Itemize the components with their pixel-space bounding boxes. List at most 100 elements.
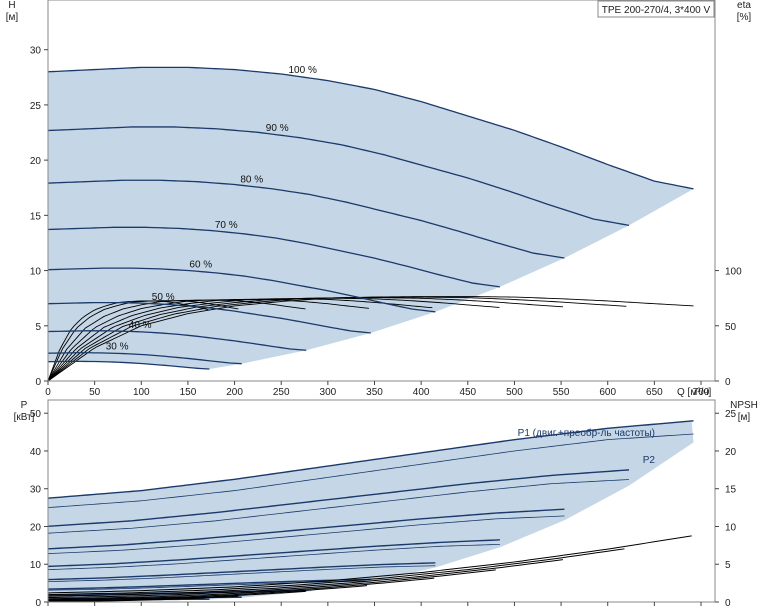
envelope-area [48, 67, 694, 369]
head-curve-1 [47, 126, 630, 226]
y-tick-label-6: 30 [30, 46, 42, 57]
efficiency-curves [47, 296, 694, 382]
npsh-curve-2 [47, 559, 564, 597]
y-tick-label-3: 15 [30, 211, 42, 222]
efficiency-curve-8 [47, 300, 209, 382]
bottom-y2-tick-label-3: 15 [725, 485, 737, 496]
x-tick-label-8: 400 [413, 387, 430, 398]
bottom-y2-tick-label-2: 10 [725, 522, 737, 533]
bottom-y2-tick-label-4: 20 [725, 447, 737, 458]
speed-label-5: 50 % [152, 292, 175, 303]
npsh-curve-4 [47, 577, 435, 600]
model-badge: TPE 200-270/4, 3*400 V [597, 0, 715, 18]
x-tick-label-9: 450 [459, 387, 476, 398]
bottom-y2-axis-name: NPSH [730, 400, 758, 411]
x-tick-label-11: 550 [553, 387, 570, 398]
x-tick-label-1: 50 [89, 387, 101, 398]
y-tick-label-4: 20 [30, 156, 42, 167]
p1-curve-5 [47, 578, 371, 590]
speed-label-3: 70 % [215, 220, 238, 231]
p2-curve-1 [47, 479, 630, 534]
y-tick-label-0: 0 [35, 377, 41, 388]
bottom-y-axis-unit: [кВт] [14, 412, 35, 423]
y-tick-label-1: 5 [35, 322, 41, 333]
p1-curve-2 [47, 508, 565, 550]
top-y2-axis-unit: [%] [737, 12, 752, 23]
model-label: TPE 200-270/4, 3*400 V [602, 5, 711, 16]
head-curve-8 [47, 360, 210, 370]
head-curve-7 [47, 352, 242, 365]
x-axis-label: Q [м³/ч] [677, 387, 712, 398]
p2-curve-4 [47, 565, 436, 583]
y2-tick-label-2: 100 [725, 267, 742, 278]
bottom-y-tick-label-3: 30 [30, 485, 42, 496]
bottom-y2-tick-label-5: 25 [725, 409, 737, 420]
bottom-y-tick-label-5: 50 [30, 409, 42, 420]
p1-label: P1 (двиг.+преобр-ль частоты) [518, 427, 655, 439]
x-tick-label-7: 350 [366, 387, 383, 398]
y-tick-label-2: 10 [30, 267, 42, 278]
x-tick-label-3: 150 [180, 387, 197, 398]
p2-label: P2 [643, 455, 656, 466]
top-y-axis-name: H [8, 0, 15, 11]
x-tick-label-12: 600 [599, 387, 616, 398]
bottom-y2-tick-label-0: 0 [725, 598, 731, 609]
head-curve-2 [47, 179, 565, 259]
head-curves [47, 66, 694, 370]
bottom-y-tick-label-1: 10 [30, 560, 42, 571]
x-tick-label-0: 0 [45, 387, 51, 398]
bottom-y-tick-label-4: 40 [30, 447, 42, 458]
bottom-y-tick-label-0: 0 [35, 598, 41, 609]
npsh-curve-0 [47, 535, 692, 594]
x-tick-label-10: 500 [506, 387, 523, 398]
head-curve-6 [47, 330, 307, 351]
top-y-axis-unit: [м] [6, 12, 19, 23]
p1-curve-1 [47, 469, 630, 528]
x-tick-label-4: 200 [226, 387, 243, 398]
bottom-y-axis-name: P [21, 400, 28, 411]
p1-curve-0 [47, 420, 694, 499]
speed-labels: 100 % 90 % 80 % 70 % 60 % 50 % 40 %30 % [106, 65, 317, 352]
p2-curve-3 [47, 543, 500, 571]
top-axes: 0 50 100 150 200 250 300 350 400 450 500 550 600 650 7… [30, 46, 742, 398]
x-tick-label-2: 100 [133, 387, 150, 398]
npsh-curve-1 [47, 548, 625, 596]
bottom-y2-tick-label-1: 5 [725, 560, 731, 571]
npsh-curves [47, 535, 692, 602]
bottom-plot-frame [47, 399, 716, 603]
speed-label-6: 40 % [129, 320, 152, 331]
power-envelope-area [48, 420, 694, 601]
npsh-curve-8 [47, 597, 205, 602]
bottom-y2-axis-unit: [м] [738, 412, 751, 423]
speed-label-1: 90 % [266, 123, 289, 134]
y2-tick-label-0: 0 [725, 377, 731, 388]
y-tick-label-5: 25 [30, 101, 42, 112]
speed-label-4: 60 % [189, 260, 212, 271]
npsh-curve-3 [47, 569, 496, 599]
x-tick-label-5: 250 [273, 387, 290, 398]
npsh-curve-6 [47, 590, 306, 602]
p1-curve-4 [47, 562, 436, 581]
y2-tick-label-1: 50 [725, 322, 737, 333]
head-curve-3 [47, 226, 500, 288]
p1-curve-3 [47, 539, 500, 568]
top-plot-frame [47, 0, 716, 382]
x-tick-label-14: 700 [693, 387, 710, 398]
bottom-y-tick-label-2: 20 [30, 522, 42, 533]
top-y2-axis-name: eta [737, 0, 751, 11]
head-curve-5 [47, 301, 371, 334]
head-curve-0 [47, 66, 694, 190]
operating-envelope [48, 67, 694, 369]
npsh-curve-5 [47, 585, 368, 601]
p2-curve-5 [47, 580, 371, 591]
speed-label-0: 100 % [288, 65, 316, 76]
speed-label-7: 30 % [106, 341, 129, 352]
head-curve-4 [47, 267, 436, 313]
speed-label-2: 80 % [240, 174, 263, 185]
p2-curve-2 [47, 515, 565, 555]
p2-curve-0 [47, 433, 694, 509]
x-tick-label-13: 650 [646, 387, 663, 398]
model-badge-box [597, 0, 715, 18]
bottom-axes: 0 10 20 30 40 50 0 5 10 15 20 25 [30, 409, 737, 609]
